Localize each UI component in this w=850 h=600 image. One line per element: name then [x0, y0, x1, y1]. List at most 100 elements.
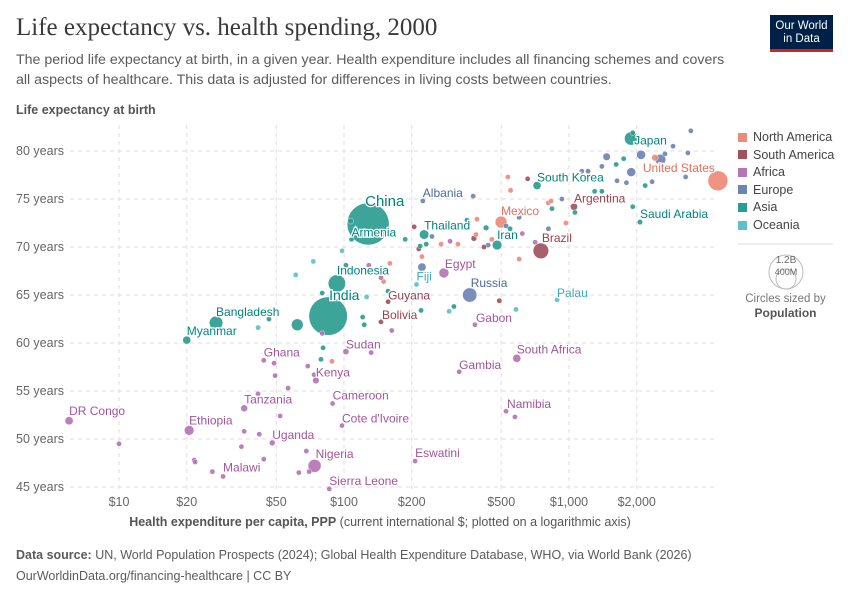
legend-item-africa[interactable]: Africa	[738, 165, 785, 179]
data-point[interactable]	[591, 188, 598, 195]
data-point[interactable]	[310, 258, 317, 265]
data-point[interactable]	[339, 248, 345, 254]
data-point[interactable]	[649, 178, 655, 185]
data-point[interactable]	[682, 174, 689, 180]
data-point[interactable]	[614, 177, 620, 184]
data-point[interactable]	[368, 349, 374, 356]
point-gambia[interactable]	[456, 368, 462, 375]
data-point[interactable]	[418, 307, 424, 314]
data-point[interactable]	[271, 360, 277, 366]
data-point[interactable]	[507, 225, 513, 232]
data-point[interactable]	[507, 187, 514, 194]
point-ethiopia[interactable]	[184, 425, 195, 436]
data-point[interactable]	[548, 198, 554, 204]
data-point[interactable]	[238, 443, 245, 450]
point-palau[interactable]	[554, 296, 560, 303]
data-point[interactable]	[519, 230, 526, 237]
data-point[interactable]	[470, 193, 476, 199]
point-ghana[interactable]	[260, 357, 267, 364]
data-point[interactable]	[116, 440, 122, 447]
data-point[interactable]	[563, 220, 569, 226]
data-point[interactable]	[385, 288, 391, 294]
point-south-korea[interactable]	[532, 181, 542, 190]
data-point[interactable]	[599, 188, 605, 195]
data-point[interactable]	[512, 414, 518, 420]
data-point[interactable]	[402, 236, 408, 243]
legend-item-south-america[interactable]: South America	[738, 148, 834, 162]
legend-item-europe[interactable]: Europe	[738, 183, 793, 197]
data-point[interactable]	[670, 143, 676, 149]
data-point[interactable]	[347, 217, 354, 225]
data-point[interactable]	[545, 225, 552, 232]
data-point[interactable]	[266, 316, 272, 322]
point-china[interactable]	[346, 202, 390, 246]
data-point[interactable]	[320, 344, 326, 351]
data-point[interactable]	[438, 241, 444, 247]
point-saudi-arabia[interactable]	[637, 219, 643, 225]
data-point[interactable]	[455, 241, 461, 247]
data-point[interactable]	[483, 224, 490, 231]
data-point[interactable]	[473, 231, 479, 238]
data-point[interactable]	[505, 174, 511, 180]
point-myanmar[interactable]	[182, 335, 191, 345]
data-point[interactable]	[447, 238, 453, 245]
data-point[interactable]	[613, 161, 619, 168]
data-point[interactable]	[378, 274, 384, 281]
data-point[interactable]	[417, 262, 427, 272]
point-brazil[interactable]	[532, 242, 549, 259]
data-point[interactable]	[513, 306, 519, 313]
data-point[interactable]	[419, 253, 425, 260]
data-point[interactable]	[579, 168, 585, 174]
data-point[interactable]	[629, 129, 636, 136]
legend-item-oceania[interactable]: Oceania	[738, 218, 800, 232]
data-point[interactable]	[585, 168, 591, 174]
legend-item-north-america[interactable]: North America	[738, 130, 832, 144]
point-tanzania[interactable]	[240, 404, 248, 412]
data-point[interactable]	[291, 318, 304, 331]
data-point[interactable]	[388, 327, 395, 334]
data-point[interactable]	[532, 239, 538, 245]
point-eswatini[interactable]	[412, 458, 418, 464]
point-thailand[interactable]	[419, 229, 429, 240]
point-egypt[interactable]	[438, 267, 450, 279]
point-iran[interactable]	[492, 240, 503, 251]
data-point[interactable]	[662, 151, 668, 157]
data-point[interactable]	[481, 244, 487, 250]
point-cote-d-ivoire[interactable]	[339, 422, 345, 429]
point-cameroon[interactable]	[329, 400, 336, 407]
point-guyana[interactable]	[385, 298, 391, 305]
owid-logo[interactable]: Our World in Data	[770, 15, 833, 52]
data-point[interactable]	[241, 428, 247, 435]
data-point[interactable]	[363, 294, 370, 300]
point-russia[interactable]	[462, 287, 478, 303]
legend-item-asia[interactable]: Asia	[738, 200, 777, 214]
data-point[interactable]	[489, 236, 495, 243]
data-point[interactable]	[380, 278, 387, 285]
point-sudan[interactable]	[342, 348, 350, 355]
point-south-africa[interactable]	[512, 354, 521, 363]
data-point[interactable]	[599, 163, 605, 170]
data-point[interactable]	[256, 431, 263, 438]
point-indonesia[interactable]	[328, 274, 346, 293]
data-point[interactable]	[451, 303, 457, 310]
data-point[interactable]	[429, 233, 435, 240]
data-point[interactable]	[559, 196, 565, 202]
data-point[interactable]	[319, 330, 325, 337]
point-nigeria[interactable]	[307, 459, 322, 473]
data-point[interactable]	[642, 182, 648, 189]
data-point[interactable]	[620, 155, 627, 162]
data-point[interactable]	[464, 217, 470, 223]
data-point[interactable]	[359, 314, 366, 320]
point-sierra-leone[interactable]	[326, 486, 333, 492]
point-bolivia[interactable]	[378, 319, 384, 325]
data-point[interactable]	[209, 468, 216, 475]
point-uganda[interactable]	[269, 439, 276, 446]
data-point[interactable]	[255, 324, 261, 331]
point-bangladesh[interactable]	[209, 315, 223, 330]
data-point[interactable]	[629, 203, 636, 210]
point-namibia[interactable]	[503, 408, 509, 414]
point-albania[interactable]	[420, 198, 426, 204]
data-point[interactable]	[636, 150, 646, 160]
data-point[interactable]	[311, 371, 317, 378]
data-point[interactable]	[688, 128, 694, 134]
